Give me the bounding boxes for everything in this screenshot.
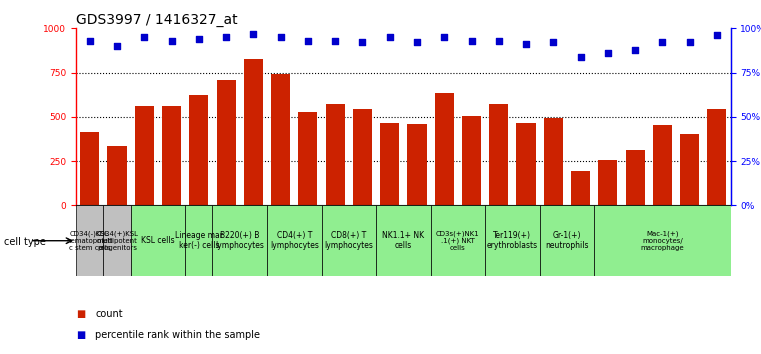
Point (302, 38, 314, 44)
Text: KSL cells: KSL cells (141, 236, 175, 245)
Text: ■: ■ (76, 330, 85, 340)
Point (711, 33, 723, 38)
Bar (353, 109, 372, 205)
FancyBboxPatch shape (540, 205, 594, 276)
Point (438, 34, 451, 40)
Point (111, 43, 123, 49)
Point (602, 50, 614, 56)
Point (247, 31, 260, 36)
Point (466, 38, 478, 44)
Point (547, 40, 559, 45)
Point (492, 38, 505, 44)
Point (575, 54, 587, 59)
Text: CD4(+) T
lymphocytes: CD4(+) T lymphocytes (270, 231, 319, 250)
FancyBboxPatch shape (131, 205, 185, 276)
Point (165, 38, 177, 44)
Point (329, 38, 341, 44)
Text: NK1.1+ NK
cells: NK1.1+ NK cells (382, 231, 425, 250)
FancyBboxPatch shape (321, 205, 376, 276)
Bar (653, 125, 672, 205)
FancyBboxPatch shape (212, 205, 267, 276)
Point (629, 47, 642, 52)
Bar (571, 171, 590, 205)
Bar (407, 124, 426, 205)
Bar (380, 123, 400, 205)
Bar (626, 150, 645, 205)
Bar (107, 146, 126, 205)
FancyBboxPatch shape (185, 205, 212, 276)
Bar (162, 106, 181, 205)
Bar (271, 74, 290, 205)
FancyBboxPatch shape (486, 205, 540, 276)
FancyBboxPatch shape (76, 205, 103, 276)
Text: Ter119(+)
erythroblasts: Ter119(+) erythroblasts (487, 231, 538, 250)
Point (193, 36, 205, 42)
Bar (244, 59, 263, 205)
Bar (517, 123, 536, 205)
FancyBboxPatch shape (431, 205, 486, 276)
Bar (189, 95, 209, 205)
Bar (598, 160, 617, 205)
Bar (298, 112, 317, 205)
Point (139, 34, 151, 40)
Text: Gr-1(+)
neutrophils: Gr-1(+) neutrophils (545, 231, 589, 250)
Text: CD34(+)KSL
multipotent
progenitors: CD34(+)KSL multipotent progenitors (95, 230, 139, 251)
Point (220, 34, 232, 40)
Text: ■: ■ (76, 309, 85, 319)
Bar (680, 134, 699, 205)
Text: CD3s(+)NK1
.1(+) NKT
cells: CD3s(+)NK1 .1(+) NKT cells (436, 230, 479, 251)
Point (275, 34, 287, 40)
Bar (326, 104, 345, 205)
FancyBboxPatch shape (103, 205, 131, 276)
Bar (489, 104, 508, 205)
Point (84, 38, 96, 44)
Point (520, 41, 532, 47)
Text: percentile rank within the sample: percentile rank within the sample (95, 330, 260, 340)
Point (411, 40, 423, 45)
Bar (544, 118, 563, 205)
Text: cell type: cell type (4, 238, 46, 247)
FancyBboxPatch shape (376, 205, 431, 276)
Text: Lineage mar
ker(-) cells: Lineage mar ker(-) cells (175, 231, 223, 250)
Text: CD8(+) T
lymphocytes: CD8(+) T lymphocytes (324, 231, 373, 250)
FancyBboxPatch shape (267, 205, 321, 276)
FancyBboxPatch shape (594, 205, 731, 276)
Point (356, 40, 368, 45)
Point (683, 40, 696, 45)
Bar (708, 109, 727, 205)
Text: B220(+) B
lymphocytes: B220(+) B lymphocytes (215, 231, 264, 250)
Bar (217, 80, 236, 205)
Point (384, 34, 396, 40)
Bar (462, 116, 481, 205)
Text: GDS3997 / 1416327_at: GDS3997 / 1416327_at (76, 13, 237, 27)
Bar (80, 132, 99, 205)
Text: Mac-1(+)
monocytes/
macrophage: Mac-1(+) monocytes/ macrophage (641, 230, 684, 251)
Point (656, 40, 668, 45)
Text: CD34(-)KSL
hematopoieti
c stem cells: CD34(-)KSL hematopoieti c stem cells (66, 230, 113, 251)
Bar (435, 93, 454, 205)
Text: count: count (95, 309, 123, 319)
Bar (135, 106, 154, 205)
